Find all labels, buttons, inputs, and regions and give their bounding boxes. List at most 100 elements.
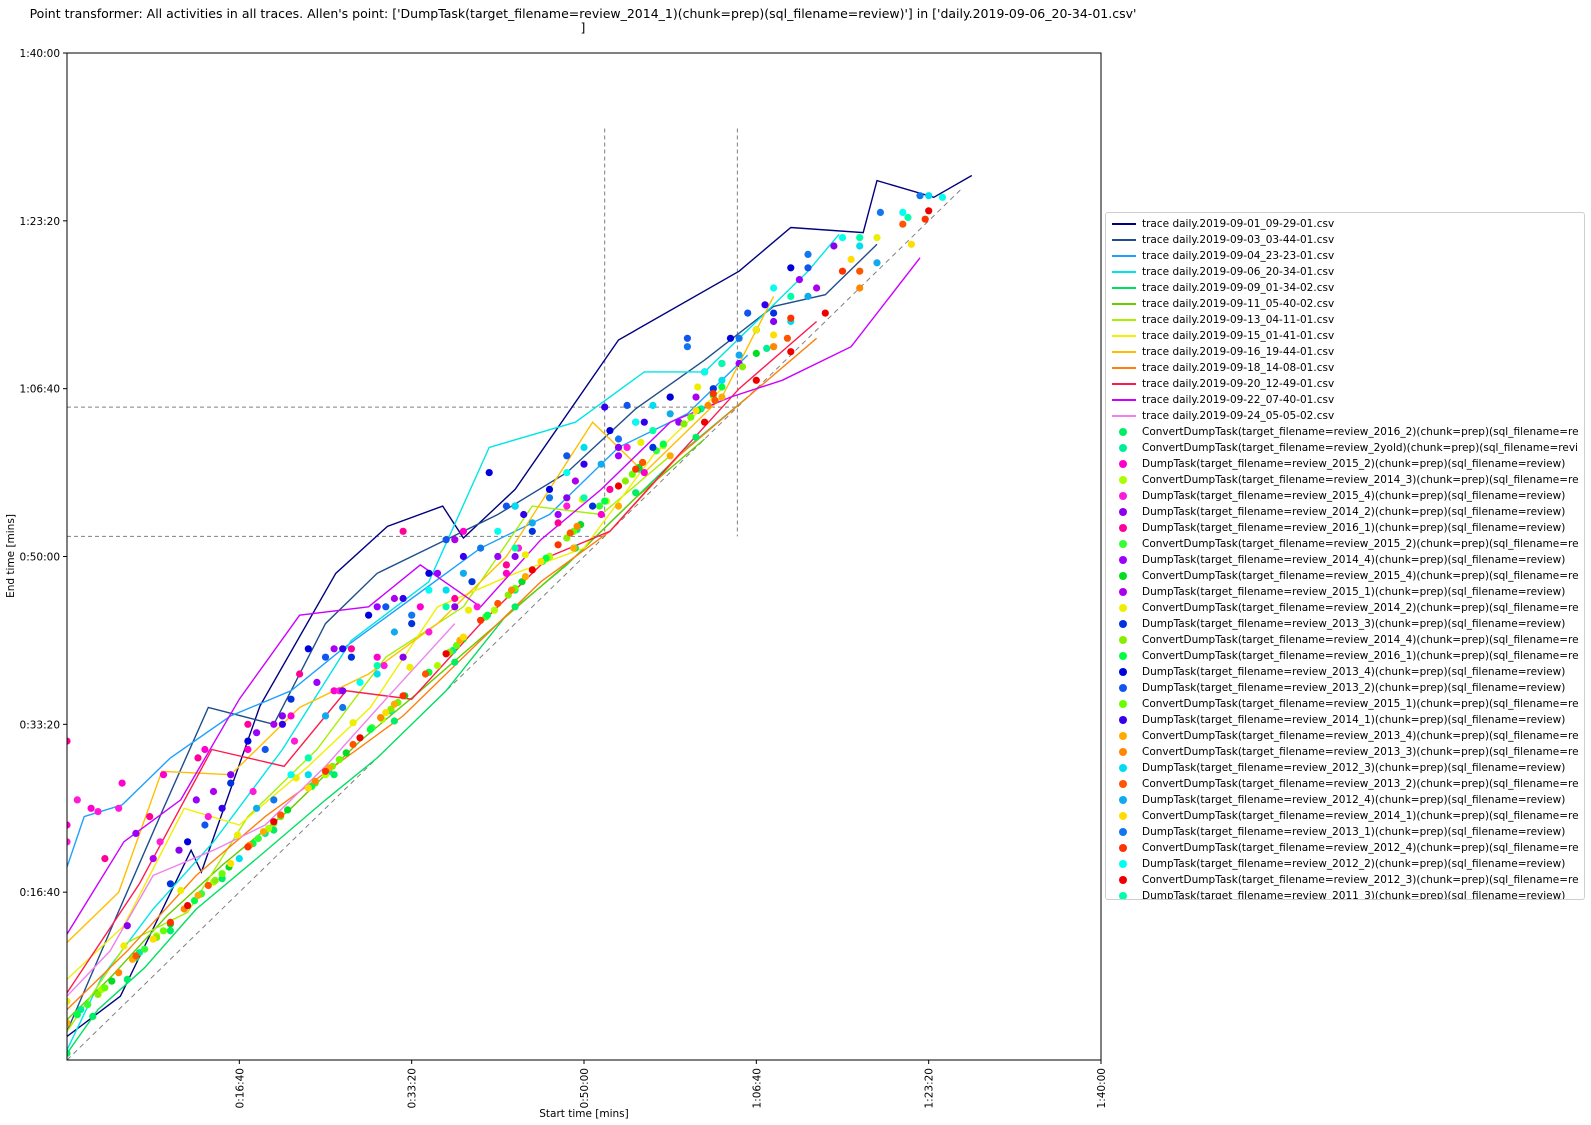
activity-point-0-6	[330, 771, 338, 779]
activity-point-26-1	[244, 843, 252, 851]
activity-point-12-5	[468, 578, 476, 586]
activity-point-28-1	[270, 818, 278, 826]
activity-point-26-3	[399, 692, 407, 700]
activity-point-5-13	[830, 242, 838, 250]
y-tick-label: 0:50:00	[20, 552, 60, 564]
activity-point-11-3	[234, 831, 242, 839]
activity-point-0-2	[123, 975, 131, 984]
legend-dot-swatch	[1112, 616, 1136, 632]
y-tick-label: 1:06:40	[20, 384, 60, 396]
legend-dot-swatch	[1112, 680, 1136, 696]
activity-point-22-0	[132, 952, 140, 960]
activity-point-18-10	[761, 301, 769, 309]
activity-point-16-6	[563, 452, 571, 460]
legend-entry-marker-20: ConvertDumpTask(target_filename=review_2…	[1112, 744, 1578, 760]
trace-line-1	[67, 243, 878, 1032]
activity-point-11-13	[873, 234, 881, 242]
legend-entry-trace-5: trace daily.2019-09-11_05-40-02.csv	[1112, 296, 1578, 312]
activity-point-22-8	[711, 396, 719, 404]
activity-point-29-4	[580, 494, 588, 502]
activity-point-18-5	[520, 510, 528, 519]
activity-point-18-0	[218, 804, 226, 812]
x-tick-label: 0:33:20	[407, 1068, 419, 1108]
activity-point-3-3	[265, 824, 273, 833]
legend-entry-marker-11: ConvertDumpTask(target_filename=review_2…	[1112, 600, 1578, 616]
legend-line-swatch	[1112, 312, 1136, 328]
activity-point-11-4	[292, 774, 300, 782]
trace-line-2	[67, 354, 749, 868]
activity-point-26-6	[632, 465, 640, 473]
activity-point-17-2	[218, 870, 226, 878]
activity-point-15-10	[787, 264, 795, 272]
activity-point-27-0	[287, 771, 295, 779]
activity-point-21-1	[304, 771, 312, 779]
activity-point-26-9	[838, 267, 847, 275]
activity-point-28-7	[752, 376, 760, 384]
legend-entry-marker-26: ConvertDumpTask(target_filename=review_2…	[1112, 840, 1578, 856]
legend-dot-swatch	[1112, 872, 1136, 888]
activity-point-25-8	[804, 250, 812, 258]
activity-point-22-4	[421, 670, 430, 678]
activity-point-22-2	[277, 811, 285, 819]
allen-point-guides	[67, 128, 738, 537]
activity-point-25-2	[408, 611, 416, 619]
activity-point-10-3	[330, 645, 338, 653]
activity-point-22-11	[899, 220, 907, 228]
legend-dot-swatch	[1112, 888, 1136, 899]
activity-point-12-0	[166, 880, 174, 888]
activity-point-0-8	[451, 658, 459, 666]
activity-point-19-2	[194, 891, 202, 900]
activity-point-27-9	[899, 208, 907, 216]
legend-label: trace daily.2019-09-22_07-40-01.csv	[1142, 394, 1335, 406]
activity-point-12-9	[709, 385, 717, 393]
activity-point-2-1	[87, 804, 95, 812]
activity-point-29-8	[856, 234, 864, 242]
activity-point-0-4	[218, 875, 226, 883]
legend-line-swatch	[1112, 248, 1136, 264]
y-axis-label: End time [mins]	[5, 514, 17, 598]
legend-dot-swatch	[1112, 792, 1136, 808]
legend-label: trace daily.2019-09-04_23-23-01.csv	[1142, 250, 1335, 262]
legend-entry-marker-1: ConvertDumpTask(target_filename=review_2…	[1112, 440, 1578, 456]
activity-point-5-8	[563, 494, 571, 502]
activity-point-4-10	[425, 628, 433, 636]
activity-point-6-7	[399, 527, 407, 535]
legend-label: DumpTask(target_filename=review_2016_1)(…	[1142, 522, 1566, 534]
activity-point-12-7	[589, 502, 597, 510]
activity-point-24-0	[149, 935, 157, 943]
activity-point-24-5	[537, 557, 545, 566]
activity-point-29-9	[904, 213, 912, 222]
activity-point-2-9	[416, 603, 424, 611]
activity-point-5-4	[339, 687, 347, 695]
legend-dot-swatch	[1112, 728, 1136, 744]
legend-dot-swatch	[1112, 712, 1136, 728]
activity-point-4-11	[473, 603, 481, 611]
y-axis-ticks: 0:16:40 0:33:20 0:50:00 1:06:40 1:23:20 1:40:…	[20, 48, 67, 899]
activity-point-16-4	[442, 536, 450, 544]
activity-point-4-5	[204, 813, 212, 821]
legend-label: DumpTask(target_filename=review_2015_4)(…	[1142, 490, 1566, 502]
activity-point-16-1	[261, 745, 269, 754]
legend-line-swatch	[1112, 344, 1136, 360]
legend-label: DumpTask(target_filename=review_2012_2)(…	[1142, 858, 1566, 870]
activity-point-12-6	[528, 527, 536, 535]
activity-point-21-7	[718, 376, 726, 384]
activity-point-29-7	[787, 292, 795, 300]
activity-point-2-14	[640, 469, 648, 477]
activity-point-12-2	[287, 695, 295, 703]
y-tick-label: 0:33:20	[20, 719, 60, 731]
activity-point-3-6	[433, 662, 442, 670]
legend-label: ConvertDumpTask(target_filename=review_2…	[1142, 474, 1578, 486]
activity-point-18-1	[278, 720, 286, 728]
legend-line-swatch	[1112, 328, 1136, 344]
activity-point-28-3	[442, 650, 450, 658]
activity-point-25-3	[477, 544, 485, 552]
trace-line-3	[67, 233, 840, 1051]
activity-point-29-5	[649, 427, 657, 435]
activity-point-13-2	[211, 876, 219, 885]
legend-dot-swatch	[1112, 776, 1136, 792]
activity-point-13-0	[94, 990, 102, 999]
activity-point-23-0	[253, 804, 261, 812]
activity-point-14-0	[73, 1011, 81, 1019]
activity-point-6-5	[296, 670, 304, 678]
